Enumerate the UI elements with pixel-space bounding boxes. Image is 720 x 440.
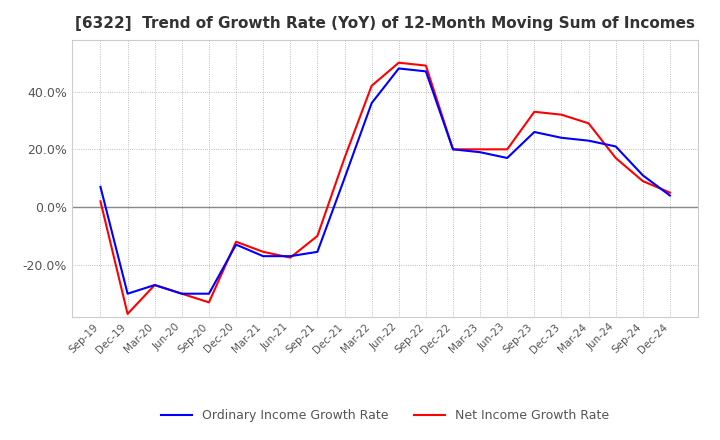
Title: [6322]  Trend of Growth Rate (YoY) of 12-Month Moving Sum of Incomes: [6322] Trend of Growth Rate (YoY) of 12-… <box>75 16 696 32</box>
Ordinary Income Growth Rate <box>503 155 511 161</box>
Net Income Growth Rate <box>367 83 376 88</box>
Ordinary Income Growth Rate <box>286 253 294 259</box>
Net Income Growth Rate <box>178 291 186 296</box>
Ordinary Income Growth Rate <box>313 249 322 254</box>
Ordinary Income Growth Rate <box>259 253 268 259</box>
Ordinary Income Growth Rate <box>232 242 240 247</box>
Net Income Growth Rate <box>204 300 213 305</box>
Ordinary Income Growth Rate <box>367 100 376 106</box>
Line: Net Income Growth Rate: Net Income Growth Rate <box>101 62 670 314</box>
Ordinary Income Growth Rate <box>395 66 403 71</box>
Net Income Growth Rate <box>449 147 457 152</box>
Net Income Growth Rate <box>150 282 159 288</box>
Net Income Growth Rate <box>421 63 430 68</box>
Ordinary Income Growth Rate <box>96 184 105 190</box>
Ordinary Income Growth Rate <box>530 129 539 135</box>
Ordinary Income Growth Rate <box>204 291 213 296</box>
Ordinary Income Growth Rate <box>421 69 430 74</box>
Net Income Growth Rate <box>123 311 132 316</box>
Net Income Growth Rate <box>96 198 105 204</box>
Legend: Ordinary Income Growth Rate, Net Income Growth Rate: Ordinary Income Growth Rate, Net Income … <box>156 404 614 427</box>
Net Income Growth Rate <box>584 121 593 126</box>
Net Income Growth Rate <box>395 60 403 65</box>
Ordinary Income Growth Rate <box>557 135 566 140</box>
Ordinary Income Growth Rate <box>150 282 159 288</box>
Ordinary Income Growth Rate <box>584 138 593 143</box>
Ordinary Income Growth Rate <box>123 291 132 296</box>
Net Income Growth Rate <box>476 147 485 152</box>
Ordinary Income Growth Rate <box>341 176 349 181</box>
Ordinary Income Growth Rate <box>476 150 485 155</box>
Ordinary Income Growth Rate <box>611 144 620 149</box>
Net Income Growth Rate <box>639 179 647 184</box>
Net Income Growth Rate <box>259 249 268 254</box>
Net Income Growth Rate <box>286 255 294 260</box>
Ordinary Income Growth Rate <box>449 147 457 152</box>
Ordinary Income Growth Rate <box>665 193 674 198</box>
Net Income Growth Rate <box>530 109 539 114</box>
Line: Ordinary Income Growth Rate: Ordinary Income Growth Rate <box>101 69 670 293</box>
Net Income Growth Rate <box>665 190 674 195</box>
Net Income Growth Rate <box>232 239 240 244</box>
Net Income Growth Rate <box>341 155 349 161</box>
Net Income Growth Rate <box>611 155 620 161</box>
Ordinary Income Growth Rate <box>178 291 186 296</box>
Ordinary Income Growth Rate <box>639 172 647 178</box>
Net Income Growth Rate <box>313 233 322 238</box>
Net Income Growth Rate <box>503 147 511 152</box>
Net Income Growth Rate <box>557 112 566 117</box>
